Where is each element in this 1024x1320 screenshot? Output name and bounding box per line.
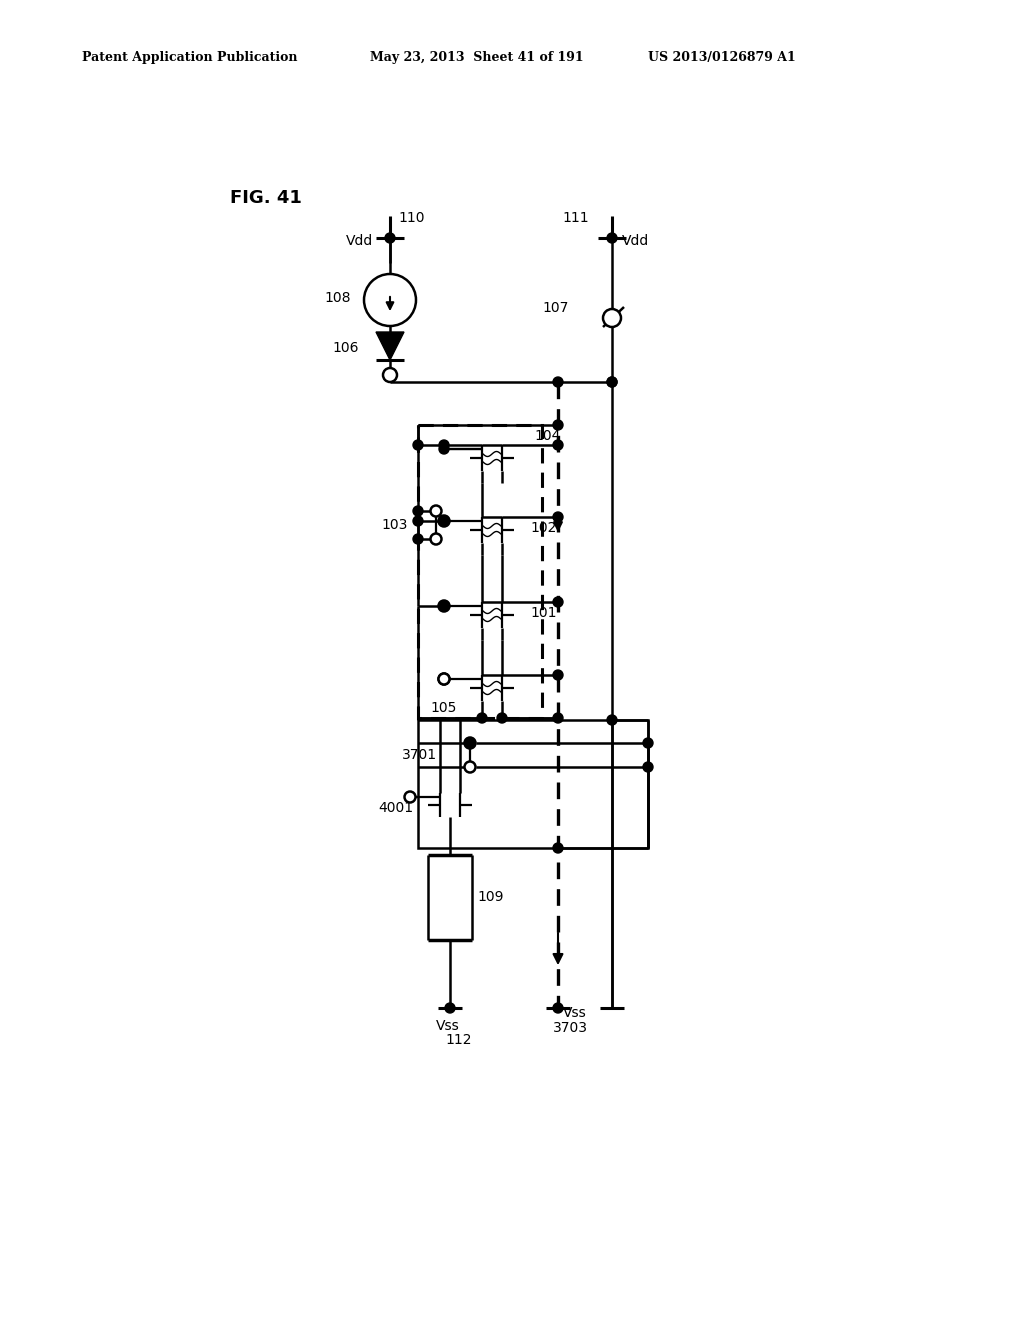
Text: 112: 112: [445, 1034, 471, 1047]
Circle shape: [553, 671, 563, 680]
Text: Vdd: Vdd: [622, 234, 649, 248]
Text: 101: 101: [530, 606, 556, 620]
Bar: [418, 719, 648, 847]
Text: Vss: Vss: [563, 1006, 587, 1020]
Circle shape: [413, 516, 423, 525]
Text: 103: 103: [381, 517, 408, 532]
Text: 109: 109: [477, 890, 504, 904]
Text: 110: 110: [398, 211, 425, 224]
Circle shape: [439, 444, 449, 454]
Circle shape: [383, 368, 397, 381]
Text: 111: 111: [562, 211, 589, 224]
Circle shape: [430, 533, 441, 544]
Circle shape: [385, 234, 395, 243]
Circle shape: [607, 234, 617, 243]
Circle shape: [465, 738, 475, 748]
Circle shape: [404, 792, 416, 803]
Circle shape: [439, 440, 449, 450]
Circle shape: [603, 309, 621, 327]
Circle shape: [430, 506, 441, 516]
Text: 3703: 3703: [553, 1020, 588, 1035]
Circle shape: [445, 1003, 455, 1012]
Text: 3701: 3701: [402, 748, 437, 762]
Circle shape: [607, 378, 617, 387]
Text: 104: 104: [534, 429, 560, 444]
Text: Vss: Vss: [436, 1019, 460, 1034]
Text: 108: 108: [324, 290, 350, 305]
Circle shape: [413, 506, 423, 516]
Polygon shape: [376, 333, 404, 360]
Circle shape: [497, 713, 507, 723]
Circle shape: [553, 597, 563, 607]
Text: Patent Application Publication: Patent Application Publication: [82, 51, 298, 65]
Text: 4001: 4001: [378, 801, 413, 814]
Text: US 2013/0126879 A1: US 2013/0126879 A1: [648, 51, 796, 65]
Circle shape: [643, 762, 653, 772]
Text: 107: 107: [542, 301, 568, 315]
Circle shape: [413, 440, 423, 450]
Circle shape: [438, 601, 450, 611]
Circle shape: [553, 1003, 563, 1012]
Circle shape: [553, 378, 563, 387]
Circle shape: [364, 275, 416, 326]
Circle shape: [465, 738, 475, 748]
Circle shape: [607, 378, 617, 387]
Circle shape: [607, 715, 617, 725]
Circle shape: [553, 420, 563, 430]
Circle shape: [643, 738, 653, 748]
Text: FIG. 41: FIG. 41: [230, 189, 302, 207]
Circle shape: [477, 713, 487, 723]
Text: Vdd: Vdd: [346, 234, 374, 248]
Circle shape: [439, 601, 449, 611]
Circle shape: [553, 843, 563, 853]
Circle shape: [438, 673, 450, 685]
Bar: [418, 425, 542, 718]
Text: May 23, 2013  Sheet 41 of 191: May 23, 2013 Sheet 41 of 191: [370, 51, 584, 65]
Circle shape: [465, 762, 475, 772]
Text: 106: 106: [332, 341, 358, 355]
Circle shape: [439, 516, 449, 525]
Circle shape: [413, 535, 423, 544]
Circle shape: [553, 440, 563, 450]
Circle shape: [553, 713, 563, 723]
Text: 105: 105: [430, 701, 457, 715]
Circle shape: [438, 516, 450, 527]
Circle shape: [438, 673, 450, 685]
Circle shape: [553, 512, 563, 521]
Text: 102: 102: [530, 521, 556, 535]
